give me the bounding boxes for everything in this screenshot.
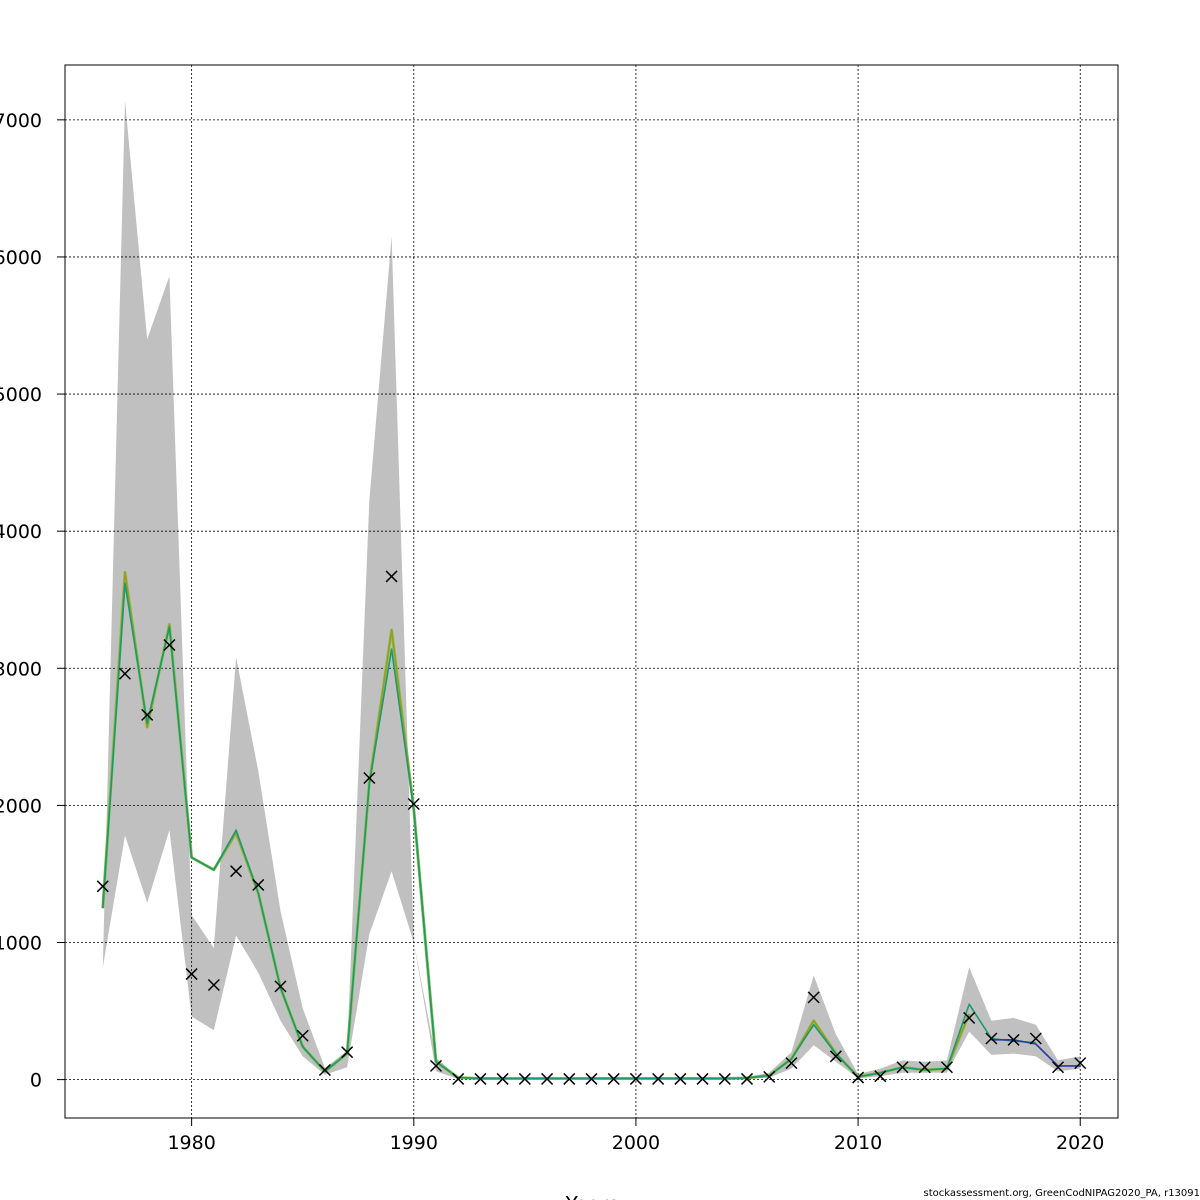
observation-marker [252, 878, 265, 891]
observation-marker [318, 1063, 331, 1077]
credit-text: stockassessment.org, GreenCodNIPAG2020_P… [923, 1188, 1200, 1199]
uncertainty-band [102, 100, 1081, 1080]
observation-marker [452, 1072, 465, 1085]
observation-marker [363, 771, 376, 784]
observation-marker [563, 1072, 576, 1085]
observation-marker [163, 638, 176, 652]
observation-marker [763, 1070, 776, 1083]
observation-marker [785, 1057, 798, 1070]
y-tick-label: 0 [30, 1070, 42, 1092]
observation-marker [518, 1072, 531, 1085]
observation-marker [407, 797, 420, 811]
observation-marker [496, 1072, 509, 1085]
x-axis-title: Years [565, 1192, 619, 1200]
plot-frame [64, 64, 1119, 1119]
x-tick-label: 2020 [1056, 1132, 1104, 1154]
y-tick-label: 7000 [0, 110, 42, 132]
x-tick-label: 2010 [834, 1132, 882, 1154]
observation-marker [607, 1072, 620, 1085]
observation-marker [918, 1061, 931, 1074]
y-tick-label: 5000 [0, 384, 42, 406]
observation-marker [896, 1061, 909, 1074]
observation-marker [118, 667, 132, 680]
observation-marker [674, 1072, 687, 1085]
observation-marker [141, 708, 154, 721]
x-tick-label: 1990 [390, 1132, 438, 1154]
observation-marker [652, 1072, 665, 1085]
series-line-4 [991, 1039, 1081, 1067]
observation-marker [1007, 1033, 1020, 1046]
x-tick-label: 2000 [612, 1132, 660, 1154]
y-tick-label: 4000 [0, 521, 42, 543]
observation-marker [718, 1072, 731, 1085]
observation-marker [1029, 1032, 1042, 1045]
observation-marker [385, 570, 398, 583]
observation-marker [1051, 1061, 1065, 1074]
observation-marker [230, 865, 243, 878]
observation-marker [541, 1072, 554, 1085]
y-tick-label: 2000 [0, 795, 42, 817]
observation-marker [629, 1072, 642, 1085]
y-tick-label: 1000 [0, 933, 42, 955]
observation-marker [696, 1072, 709, 1085]
observation-marker [1074, 1057, 1087, 1070]
observation-marker [940, 1061, 953, 1074]
y-tick-label: 3000 [0, 658, 42, 680]
observation-marker [807, 991, 820, 1004]
observation-marker [341, 1046, 354, 1059]
observation-marker [585, 1072, 598, 1085]
observation-marker [740, 1072, 754, 1085]
axes: 1980 1990 2000 2010 2020 0 1000 2000 3000 4000 500… [0, 110, 1104, 1154]
observation-marker [852, 1071, 865, 1084]
observation-marker [274, 980, 287, 993]
observation-marker [207, 978, 220, 992]
observation-marker [296, 1029, 309, 1042]
observation-markers [96, 570, 1087, 1085]
observation-marker [429, 1059, 443, 1072]
observation-marker [963, 1011, 976, 1024]
observation-marker [874, 1070, 887, 1083]
grid [65, 65, 1118, 1118]
observation-marker [96, 880, 109, 893]
observation-marker [985, 1032, 998, 1045]
y-tick-label: 6000 [0, 247, 42, 269]
observation-marker [474, 1072, 487, 1085]
observation-marker [829, 1050, 842, 1063]
observation-marker [185, 968, 198, 981]
x-tick-label: 1980 [167, 1132, 215, 1154]
confidence-band [102, 100, 1081, 1080]
